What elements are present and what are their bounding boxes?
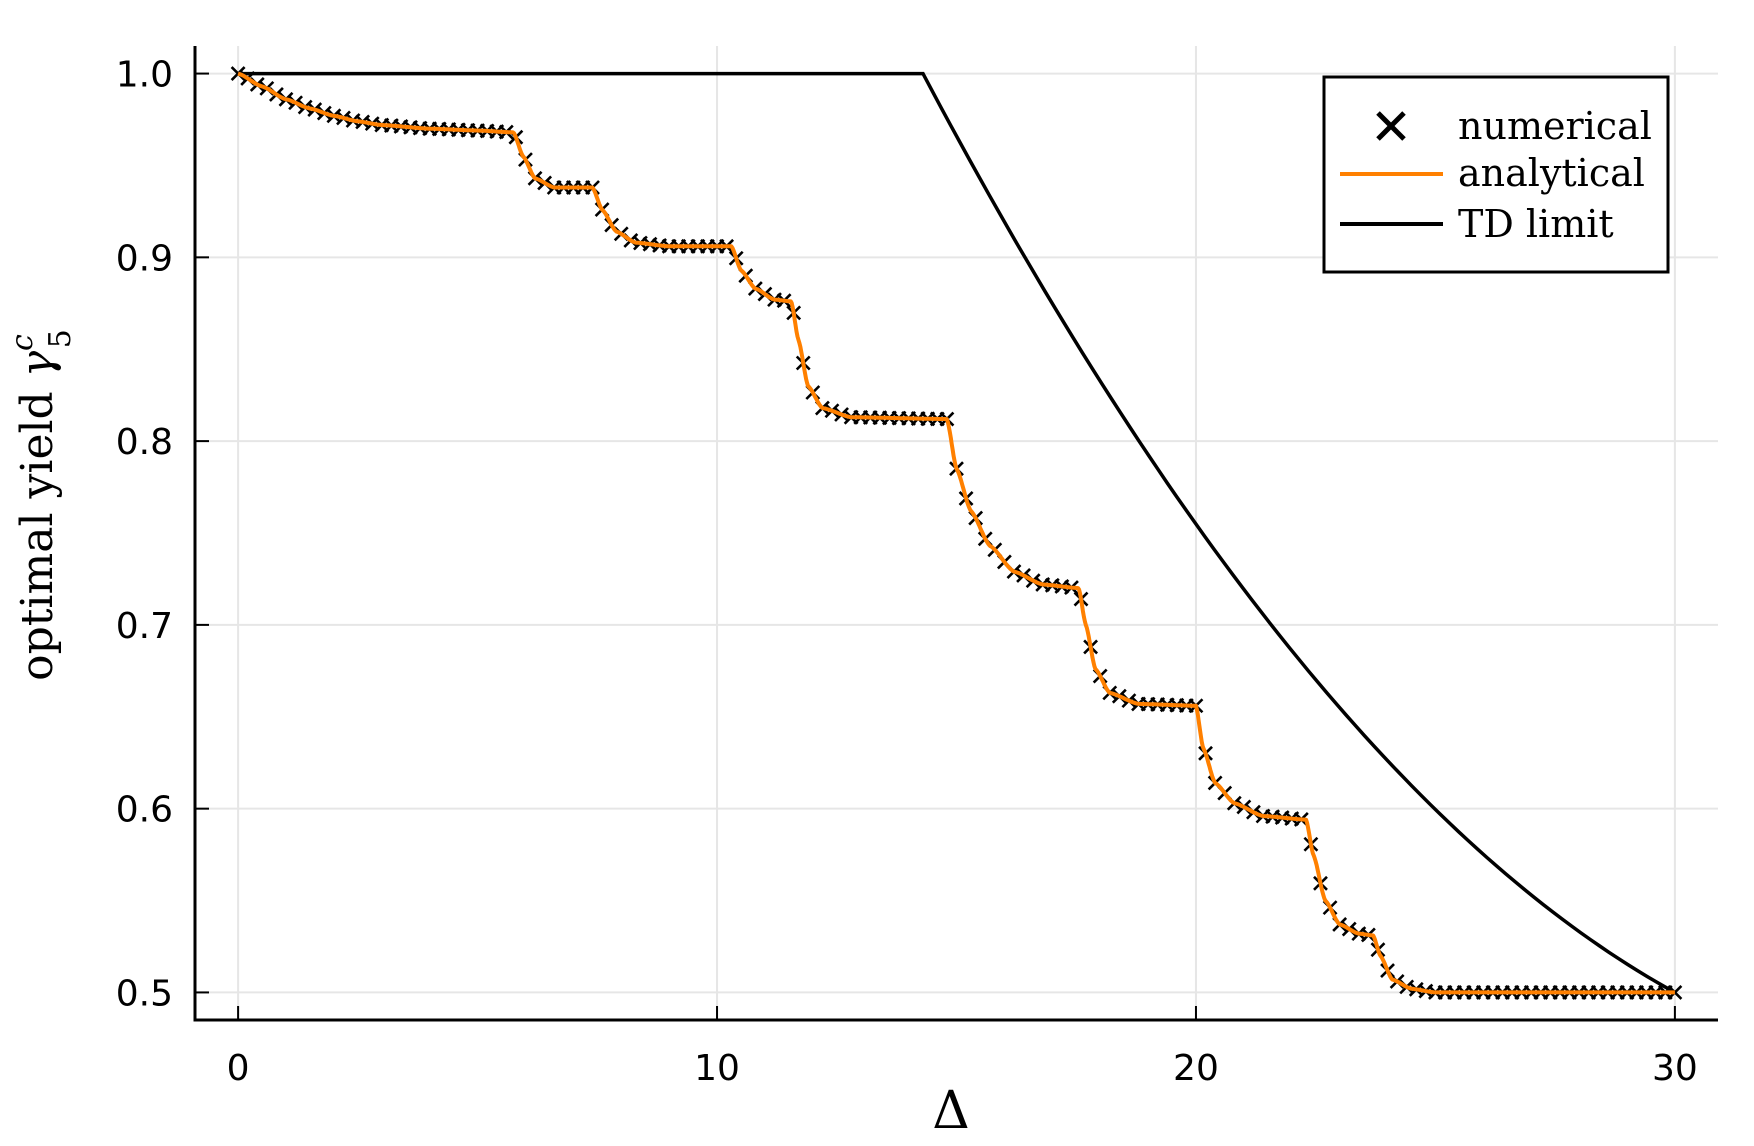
y-tick-label-3: 0.8 [116,422,173,463]
series-analytical [237,71,1676,995]
legend-label-td-limit: TD limit [1458,202,1614,246]
y-axis-label-sup: c [5,334,40,351]
axes [193,46,1718,1022]
y-tick-label-0: 0.5 [116,973,173,1014]
legend-marker-numerical [1376,111,1406,141]
y-axis-label-sub: 5 [43,329,78,348]
legend-label-analytical: analytical [1458,151,1645,195]
numerical-point [230,66,246,81]
analytical-line [237,71,1676,995]
y-axis-label: optimal yield γc 5 [5,329,78,681]
x-tick-label-3: 30 [1652,1048,1698,1089]
y-tick-label-5: 1.0 [116,55,173,96]
legend: numerical analytical TD limit [1322,75,1670,274]
x-tick-label-1: 10 [694,1048,740,1089]
y-axis-label-symbol: γ [12,350,63,377]
svg-text:optimal yield γc5: optimal yield γc 5 [5,329,78,681]
series-td-limit [238,71,1676,994]
x-tick-label-2: 20 [1173,1048,1219,1089]
x-axis-label: Δ [932,1081,970,1141]
y-tick-label-1: 0.6 [116,790,173,831]
td-limit-line [238,71,1676,994]
y-axis-label-text: optimal yield [12,377,63,681]
x-tick-label-0: 0 [227,1048,250,1089]
tick-labels: 0 10 20 30 0.5 0.6 0.7 0.8 0.9 1.0 [116,55,1698,1089]
legend-label-numerical: numerical [1458,104,1652,148]
y-tick-label-4: 0.9 [116,238,173,279]
y-tick-label-2: 0.7 [116,606,173,647]
